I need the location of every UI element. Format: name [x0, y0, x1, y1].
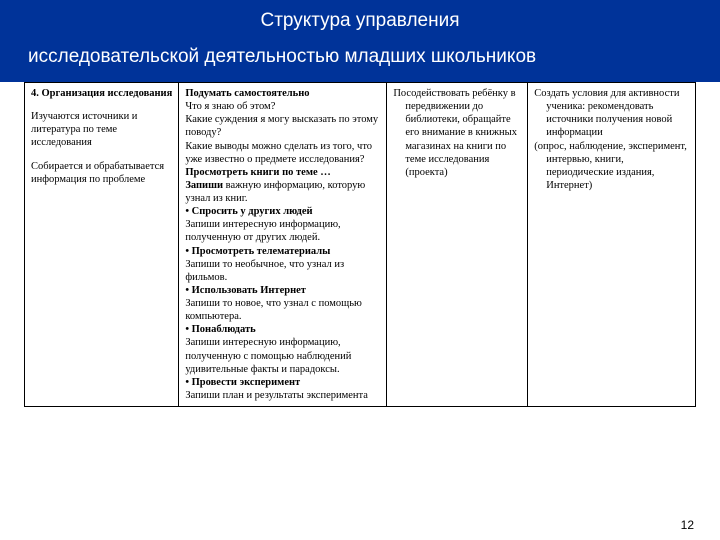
c2-l4: Запиши важную информацию, которую узнал …	[185, 179, 380, 205]
c2-l11: • Понаблюдать	[185, 323, 380, 336]
col1-title: 4. Организация исследования	[31, 87, 172, 100]
c2-l14: Запиши план и результаты эксперимента	[185, 389, 380, 402]
cell-conditions: Создать условия для активности ученика: …	[528, 83, 696, 407]
c2-l6: Запиши интересную информацию, полученную…	[185, 218, 380, 244]
c4-p2: (опрос, наблюдение, эксперимент, интервь…	[534, 140, 689, 193]
title-line-2: исследовательской деятельностью младших …	[28, 46, 696, 68]
table-container: 4. Организация исследования Изучаются ис…	[0, 82, 720, 407]
title-line-1: Структура управления	[24, 10, 696, 32]
c3-p1: Посодействовать ребёнку в передвижении д…	[393, 87, 521, 179]
table-row: 4. Организация исследования Изучаются ис…	[25, 83, 696, 407]
content-table: 4. Организация исследования Изучаются ис…	[24, 82, 696, 407]
c2-l10: Запиши то новое, что узнал с помощью ком…	[185, 297, 380, 323]
c2-l3: Какие выводы можно сделать из того, что …	[185, 140, 380, 179]
c2-l13: • Провести эксперимент	[185, 376, 380, 389]
c2-l2: Какие суждения я могу высказать по этому…	[185, 113, 380, 139]
page-number: 12	[681, 518, 694, 532]
c2-l12: Запиши интересную информацию, полученную…	[185, 336, 380, 375]
c2-l8: Запиши то необычное, что узнал из фильмо…	[185, 258, 380, 284]
cell-think: Подумать самостоятельно Что я знаю об эт…	[179, 83, 387, 407]
cell-assist: Посодействовать ребёнку в передвижении д…	[387, 83, 528, 407]
col1-p2: Собирается и обрабатывается информация п…	[31, 160, 172, 186]
c2-l0: Подумать самостоятельно	[185, 87, 380, 100]
cell-organization: 4. Организация исследования Изучаются ис…	[25, 83, 179, 407]
c2-l5: • Спросить у других людей	[185, 205, 380, 218]
c2-l1: Что я знаю об этом?	[185, 100, 380, 113]
c2-l7: • Просмотреть телематериалы	[185, 245, 380, 258]
c2-l9: • Использовать Интернет	[185, 284, 380, 297]
col1-p1: Изучаются источники и литература по теме…	[31, 110, 172, 149]
slide-header: Структура управления исследовательской д…	[0, 0, 720, 82]
c4-p1: Создать условия для активности ученика: …	[534, 87, 689, 140]
